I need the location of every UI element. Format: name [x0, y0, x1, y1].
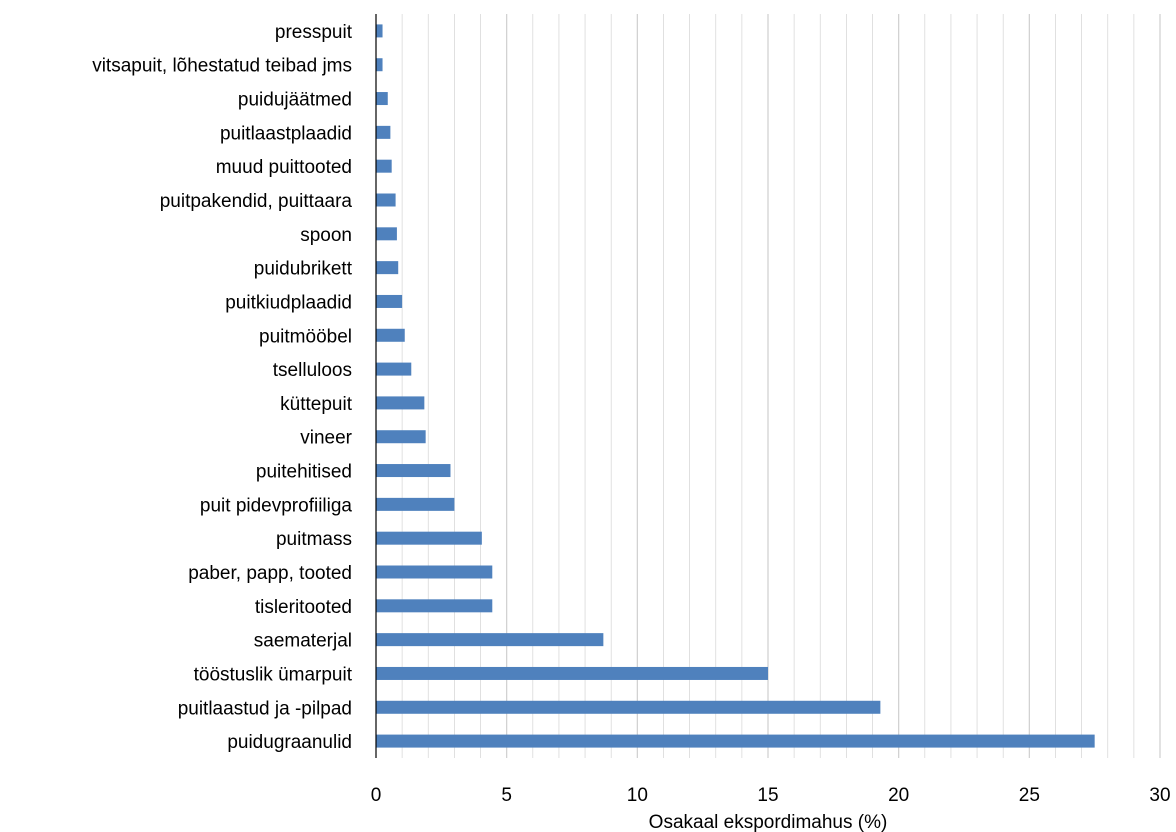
bar	[376, 294, 403, 308]
x-axis-title: Osakaal ekspordimahus (%)	[649, 812, 888, 832]
bar	[376, 565, 493, 579]
bar	[376, 700, 881, 714]
bar	[376, 92, 388, 106]
category-label: puitlaastud ja -pilpad	[178, 698, 352, 719]
category-label: paber, papp, tooted	[188, 563, 352, 584]
bar	[376, 497, 455, 511]
category-label: puitlaastplaadid	[220, 123, 352, 144]
category-label: küttepuit	[280, 394, 353, 415]
bar	[376, 125, 391, 139]
bar	[376, 261, 399, 275]
category-label: muud puittooted	[216, 157, 352, 178]
category-label: puidubrikett	[254, 259, 353, 280]
bar	[376, 227, 397, 241]
x-tick-label: 0	[371, 785, 382, 806]
category-label: puitmass	[276, 529, 352, 550]
bar	[376, 159, 392, 173]
bar	[376, 24, 383, 38]
bar	[376, 362, 412, 376]
category-label: puitpakendid, puittaara	[160, 191, 353, 212]
bar	[376, 430, 426, 444]
category-label: puitkiudplaadid	[225, 292, 352, 313]
category-label: spoon	[300, 225, 352, 246]
category-label: vitsapuit, lõhestatud teibad jms	[92, 56, 352, 77]
category-label: saematerjal	[254, 631, 352, 652]
category-label: puit pidevprofiiliga	[200, 495, 353, 516]
x-tick-label: 15	[757, 785, 778, 806]
category-label: puidugraanulid	[227, 732, 352, 753]
category-label: tisleritooted	[255, 597, 352, 618]
bar	[376, 328, 405, 342]
category-label: vineer	[300, 428, 352, 449]
x-tick-label: 5	[501, 785, 512, 806]
bar	[376, 531, 482, 545]
bar	[376, 633, 604, 647]
bar	[376, 396, 425, 410]
x-tick-label: 25	[1019, 785, 1040, 806]
category-label: tselluloos	[273, 360, 352, 381]
bar	[376, 193, 396, 207]
x-tick-labels: 0 5 10 15 20 25 30	[371, 785, 1171, 806]
bar	[376, 666, 768, 680]
category-label: tööstuslik ümarpuit	[194, 664, 353, 685]
x-tick-label: 20	[888, 785, 909, 806]
bars	[376, 24, 1095, 748]
category-label: presspuit	[275, 22, 353, 43]
category-label: puitehitised	[256, 462, 352, 483]
x-tick-label: 10	[627, 785, 648, 806]
bar	[376, 58, 383, 72]
bar	[376, 464, 451, 478]
bar	[376, 734, 1095, 748]
bar	[376, 599, 493, 613]
category-label: puitmööbel	[259, 326, 352, 347]
gridlines	[401, 14, 1161, 758]
category-label: puidujäätmed	[238, 90, 352, 111]
category-labels: presspuit vitsapuit, lõhestatud teibad jm…	[92, 22, 353, 753]
x-tick-label: 30	[1149, 785, 1170, 806]
